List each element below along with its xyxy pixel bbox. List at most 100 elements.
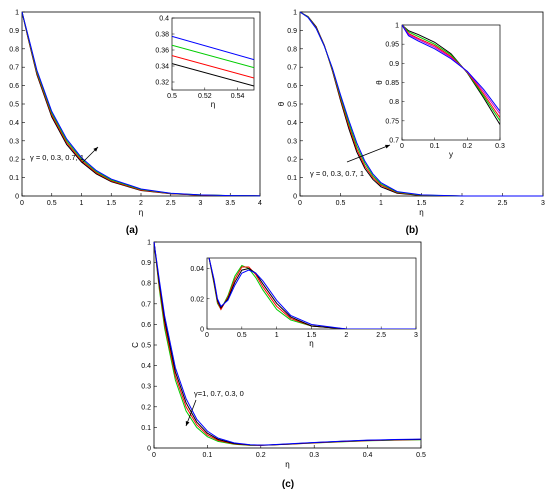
inset-plot: 0.5 0.52 0.54 0.32 0.34 0.36 0.38 0.4 η [155,16,255,109]
inset-x-tick-label: 0.1 [430,143,440,150]
x-tick-label: 1.5 [417,200,427,207]
y-tick-label: 0.1 [287,175,297,182]
x-tick-label: 3.5 [225,200,235,207]
panel-a: 0 0.5 1 1.5 2 2.5 3 3.5 4 0 0.1 0.2 0.3 0.4 0.5 0.6 0.7 0… [9,10,262,237]
x-tick-label: 0.2 [256,452,266,459]
inset-series-line [402,25,500,122]
series-line [299,11,543,197]
gamma-annotation: γ=1, 0.7, 0.3, 0 [194,389,244,398]
trend-arrow [346,144,391,163]
x-tick-label: 0.5 [336,200,346,207]
x-tick-label: 1.5 [106,200,116,207]
gamma-annotation: γ = 0, 0.3, 0.7, 1 [310,169,364,178]
y-tick-label: 0 [293,194,297,201]
y-tick-label: 0.9 [9,28,19,35]
x-tick-label: 3 [541,200,545,207]
inset-series-line [172,55,254,79]
y-tick-label: 0.2 [287,157,297,164]
y-tick-label: 0.1 [9,175,19,182]
y-tick-label: 0 [15,194,19,201]
inset-y-tick-label: 0 [200,327,204,334]
inset-x-tick-label: 0.5 [167,93,177,100]
x-tick-label: 2.5 [166,200,176,207]
inset-frame [206,257,417,330]
series-line [153,241,422,446]
inset-frame [401,24,501,141]
x-tick-label: 1 [80,200,84,207]
y-tick-label: 0 [147,446,151,453]
y-tick-label: 0.8 [9,46,19,53]
inset-series-line [402,25,500,125]
x-axis-label: η [139,208,143,217]
inset-y-tick-label: 0.4 [159,16,169,23]
inset-frame [171,17,255,91]
inset-x-tick-label: 0.54 [231,93,245,100]
trend-arrow-head [185,421,190,426]
x-tick-label: 0.3 [309,452,319,459]
y-tick-label: 0.1 [141,425,151,432]
inset-x-tick-label: 2.5 [376,332,386,339]
y-tick-label: 0.8 [287,46,297,53]
inset-series-line [208,258,416,329]
inset-x-tick-label: 2 [344,332,348,339]
x-tick-label: 0 [152,452,156,459]
y-tick-label: 0.9 [141,260,151,267]
inset-y-tick-label: 0.7 [389,138,399,145]
inset-plot: 0 0.1 0.2 0.3 0.7 0.75 0.8 0.85 0.9 0.95 1 y θ [375,23,505,160]
x-tick-label: 0.5 [416,452,426,459]
inset-x-axis-label: η [309,339,313,348]
inset-x-tick-label: 0 [205,332,209,339]
inset-x-tick-label: 0.2 [462,143,472,150]
inset-x-tick-label: 0.52 [198,93,212,100]
inset-x-tick-label: 0.3 [495,143,505,150]
panel-caption: (c) [282,479,294,490]
x-tick-label: 0.4 [363,452,373,459]
trend-arrow-head [385,144,390,149]
inset-x-tick-label: 1 [275,332,279,339]
inset-y-tick-label: 1 [395,23,399,30]
y-tick-label: 0.7 [141,301,151,308]
inset-y-tick-label: 0.32 [155,80,169,87]
y-tick-label: 0.4 [287,120,297,127]
inset-series-line [172,63,254,87]
x-axis-label: η [419,208,423,217]
inset-x-tick-label: 1.5 [307,332,317,339]
x-tick-label: 2 [139,200,143,207]
inset-series-line [402,25,500,112]
y-tick-label: 0.3 [287,138,297,145]
inset-x-tick-label: 3 [414,332,418,339]
y-tick-label: 0.6 [141,322,151,329]
y-tick-label: 0.9 [287,28,297,35]
series-line [21,11,261,197]
inset-series-line [402,25,500,115]
y-tick-label: 1 [15,10,19,17]
x-tick-label: 2 [460,200,464,207]
inset-series-line [208,258,416,329]
inset-series-line [172,44,254,69]
y-tick-label: 0.2 [141,404,151,411]
y-tick-label: 0.6 [9,83,19,90]
panel-caption: (b) [406,225,419,236]
inset-y-tick-label: 0.95 [385,42,399,49]
inset-y-tick-label: 0.85 [385,80,399,87]
y-tick-label: 0.5 [141,343,151,350]
inset-series-line [172,35,254,61]
inset-y-tick-label: 0.75 [385,118,399,125]
inset-y-tick-label: 0.36 [155,48,169,55]
x-axis-label: η [285,460,289,469]
y-tick-label: 0.5 [287,102,297,109]
panel-c: 0 0.1 0.2 0.3 0.4 0.5 0 0.1 0.2 0.3 0.4 0.5 0.6 0.7 0.… [131,240,426,491]
trend-arrow-head [93,147,98,152]
y-tick-label: 0.3 [141,384,151,391]
y-axis-label: C [131,342,140,348]
y-axis-label: θ [277,101,286,106]
y-tick-label: 0.3 [9,138,19,145]
y-tick-label: 1 [147,240,151,247]
y-tick-label: 0.6 [287,83,297,90]
inset-y-tick-label: 0.8 [389,99,399,106]
panel-caption: (a) [126,225,138,236]
x-tick-label: 0.1 [203,452,213,459]
inset-y-tick-label: 0.04 [190,266,204,273]
y-tick-label: 0.7 [287,65,297,72]
